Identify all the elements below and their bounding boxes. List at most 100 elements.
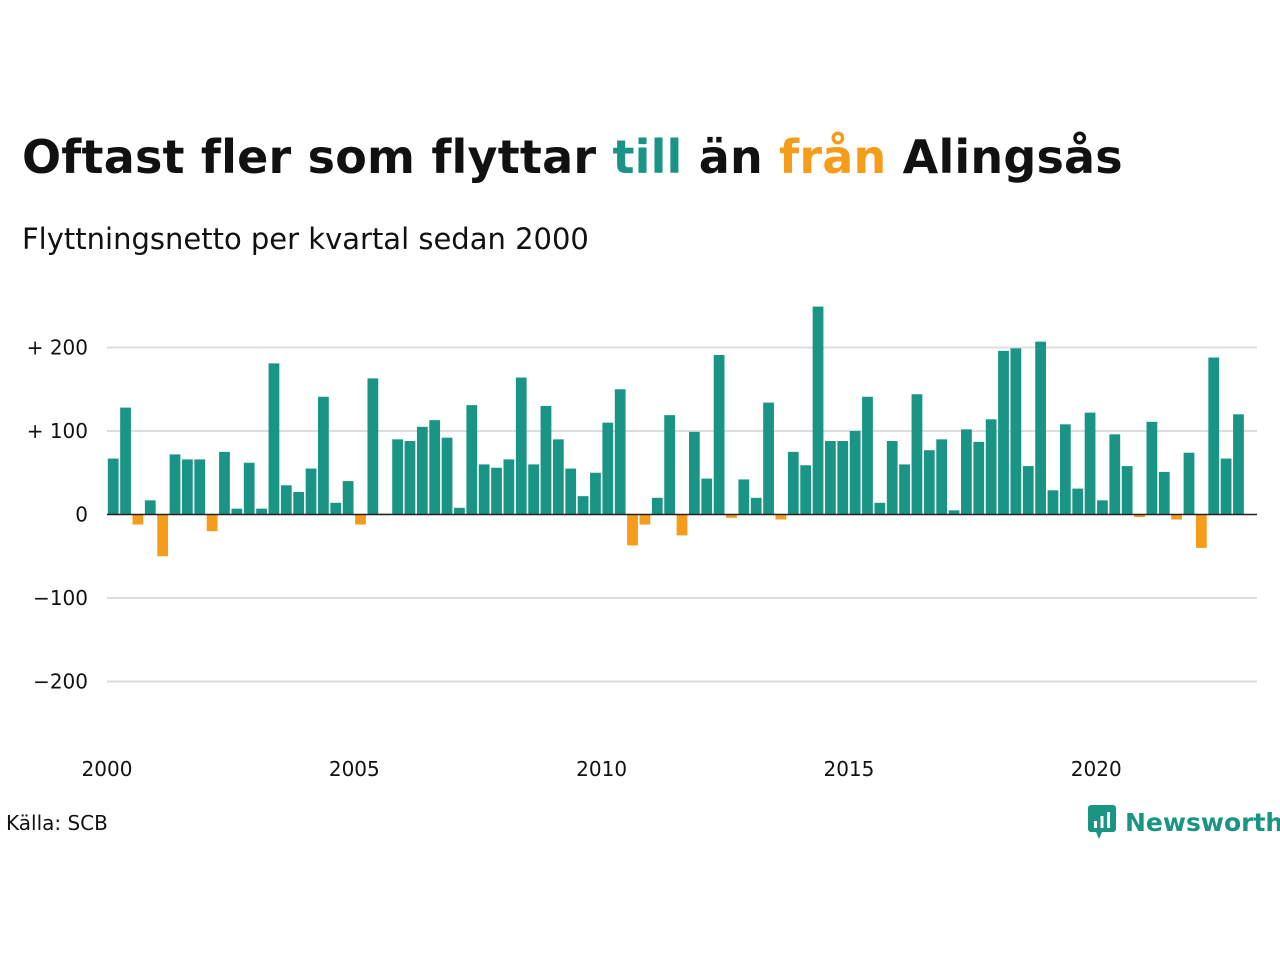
x-tick-label: 2010 [576,757,627,781]
bar [1195,514,1207,548]
bar [305,468,317,515]
bar [1171,514,1183,520]
bar [181,459,193,515]
bar [1220,458,1232,515]
bar [787,451,799,515]
bar [1158,471,1170,515]
bar [478,464,490,515]
y-tick-label: 0 [75,503,88,527]
bar [144,500,156,515]
bar [825,441,836,515]
bar [911,394,923,515]
bar [577,496,589,515]
bar-chart: + 200 + 100 0 −100 −200 2000 2005 2010 2015 2020 [27,306,1257,781]
bar [293,491,305,515]
y-tick-label: −200 [33,670,88,694]
bar [1047,490,1059,515]
bar [651,497,663,515]
bar [936,439,948,515]
bar [1084,412,1096,515]
x-tick-label: 2020 [1071,757,1122,781]
bar [441,437,453,515]
axes: + 200 + 100 0 −100 −200 2000 2005 2010 2015 2020 [27,336,1257,781]
title-part-1: Oftast fler som flyttar [22,130,613,184]
bar [837,441,849,515]
x-tick-label: 2000 [82,757,133,781]
y-tick-label: −100 [33,586,88,610]
bar [701,478,713,515]
bar [738,479,750,515]
bar [355,514,366,525]
bar [318,396,329,515]
bar [540,405,552,515]
grid-lines [107,346,1257,683]
bar [565,468,577,515]
bar [1022,466,1034,515]
chart-bubble-icon [1088,805,1116,839]
bar [515,377,527,515]
bar [194,459,206,515]
chart-title: Oftast fler som flyttar till än från Ali… [22,132,1123,183]
bar [874,502,886,515]
bar [1134,514,1145,517]
x-tick-label: 2005 [329,757,380,781]
y-tick-label: + 100 [27,419,88,443]
bar [280,485,292,515]
bar [985,419,997,515]
bar [849,431,861,515]
bar [961,429,972,515]
bar [1183,452,1195,515]
bar [429,420,441,515]
bar [416,426,428,515]
bar [342,481,354,515]
bar [948,510,960,515]
title-part-2: än [682,130,780,184]
bar [1072,488,1084,515]
bar [812,306,824,515]
title-word-till: till [612,130,683,184]
bar [627,514,638,546]
bar [862,396,873,515]
bar [1208,357,1220,515]
bar [590,472,601,515]
bar [998,350,1009,515]
newsworthy-logo: Newsworthy [1087,804,1280,840]
bar [330,502,342,515]
bar [973,441,985,515]
bar [219,451,230,515]
bar [268,363,280,515]
bar [1146,421,1158,515]
x-tick-label: 2015 [823,757,874,781]
bar [726,514,737,518]
bars [107,306,1244,557]
bar [1233,414,1244,515]
bar [454,507,465,515]
bar [169,454,181,515]
bar [120,407,131,515]
bar [256,508,267,515]
y-tick-label: + 200 [27,336,88,360]
title-part-3: Alingsås [886,130,1123,184]
bar [923,450,935,515]
bar [639,514,651,525]
bar [243,462,255,515]
bar [552,439,564,515]
bar [231,508,243,515]
bar [157,514,169,557]
title-word-fran: från [779,130,887,184]
bar [676,514,688,536]
chart-subtitle: Flyttningsnetto per kvartal sedan 2000 [22,222,589,256]
bar [614,389,626,515]
bar [206,514,218,532]
bar [688,431,700,515]
bar [503,459,515,515]
bar [1121,466,1133,515]
bar [107,458,119,515]
bar [1109,434,1121,515]
bar [775,514,787,520]
bar [664,415,676,515]
bar [1059,424,1071,515]
bar [528,464,539,515]
logo-text: Newsworthy [1125,807,1280,837]
bar [1097,500,1108,515]
